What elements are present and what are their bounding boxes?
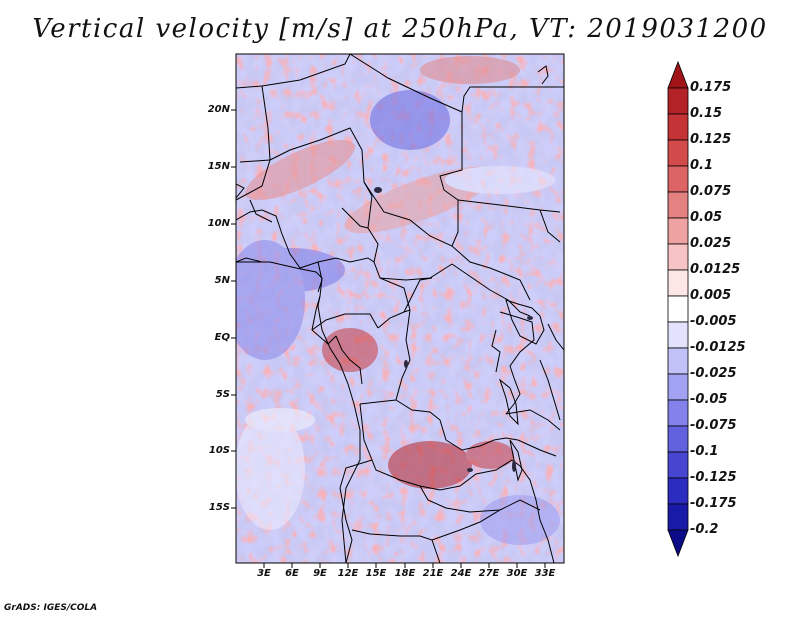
colorbar-label: 0.15 [690, 106, 723, 121]
colorbar-label: 0.075 [690, 184, 732, 199]
lon-label-24e: 24E [450, 568, 472, 579]
lon-label-21e: 21E [422, 568, 444, 579]
lat-label-10s: 10S [208, 445, 230, 456]
colorbar-label: 0.1 [690, 158, 714, 173]
lon-label-18e: 18E [394, 568, 416, 579]
colorbar-label: 0.0125 [690, 262, 741, 277]
colorbar-bin [667, 425, 689, 453]
colorbar-label: -0.0125 [690, 340, 746, 355]
lon-label-3e: 3E [257, 568, 271, 579]
colorbar-bin [667, 373, 689, 401]
lon-label-33e: 33E [534, 568, 556, 579]
colorbar-label: -0.05 [690, 392, 728, 407]
field-regions [236, 56, 560, 545]
lat-label-eq: EQ [214, 332, 230, 343]
lon-label-15e: 15E [365, 568, 387, 579]
lat-label-10n: 10N [207, 218, 230, 229]
colorbar-bin [667, 139, 689, 167]
lat-label-15n: 15N [207, 161, 230, 172]
colorbar-bin [667, 451, 689, 479]
colorbar-bin [667, 243, 689, 271]
lon-label-9e: 9E [313, 568, 327, 579]
colorbar-label: -0.125 [690, 470, 737, 485]
colorbar-label: 0.125 [690, 132, 732, 147]
colorbar-label: -0.025 [690, 366, 737, 381]
colorbar [667, 60, 689, 558]
lat-label-20n: 20N [207, 104, 230, 115]
colorbar-label: -0.005 [690, 314, 737, 329]
lon-label-30e: 30E [506, 568, 528, 579]
colorbar-bottom-arrow [667, 529, 689, 558]
lon-label-12e: 12E [337, 568, 359, 579]
colorbar-bin [667, 503, 689, 531]
colorbar-bin [667, 347, 689, 375]
colorbar-label: -0.175 [690, 496, 737, 511]
colorbar-label: -0.2 [690, 522, 719, 537]
lat-label-15s: 15S [208, 502, 230, 513]
colorbar-bin [667, 217, 689, 245]
country-borders [236, 54, 564, 563]
coastlines [236, 65, 564, 563]
colorbar-top-arrow [667, 60, 689, 89]
colorbar-bin [667, 191, 689, 219]
lat-label-5n: 5N [214, 275, 230, 286]
colorbar-label: 0.005 [690, 288, 732, 303]
colorbar-bin [667, 295, 689, 323]
map-frame [235, 53, 565, 564]
colorbar-label: 0.05 [690, 210, 723, 225]
colorbar-bin [667, 165, 689, 193]
grads-credit: GrADS: IGES/COLA [4, 603, 98, 613]
lat-label-5s: 5S [215, 389, 230, 400]
colorbar-label: -0.1 [690, 444, 719, 459]
colorbar-label: -0.075 [690, 418, 737, 433]
colorbar-label: 0.175 [690, 80, 732, 95]
lon-label-27e: 27E [478, 568, 500, 579]
colorbar-bin [667, 321, 689, 349]
map-title: Vertical velocity [m/s] at 250hPa, VT: 2… [32, 14, 768, 44]
velocity-field [236, 54, 564, 563]
axis-ticks [231, 109, 546, 568]
colorbar-bin [667, 269, 689, 297]
colorbar-bin [667, 399, 689, 427]
colorbar-bin [667, 113, 689, 141]
colorbar-bin [667, 477, 689, 505]
colorbar-bin [667, 87, 689, 115]
colorbar-label: 0.025 [690, 236, 732, 251]
lakes [374, 187, 533, 472]
lon-label-6e: 6E [285, 568, 299, 579]
